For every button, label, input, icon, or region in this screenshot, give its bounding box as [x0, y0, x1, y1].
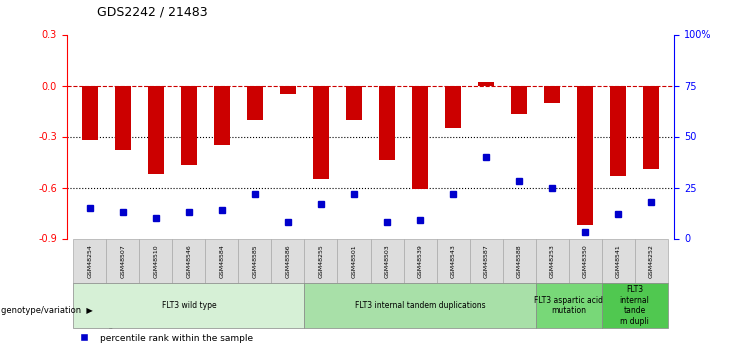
- Bar: [106, 238, 139, 283]
- Text: FLT3
internal
tande
m dupli: FLT3 internal tande m dupli: [619, 285, 650, 326]
- Bar: [635, 238, 668, 283]
- Bar: [536, 283, 602, 328]
- Text: GSM48510: GSM48510: [153, 244, 159, 278]
- Bar: [602, 238, 635, 283]
- Bar: [436, 238, 470, 283]
- Bar: [536, 238, 568, 283]
- Bar: [247, 86, 263, 119]
- Bar: [305, 238, 337, 283]
- Text: GSM48254: GSM48254: [87, 244, 93, 278]
- Text: GSM48586: GSM48586: [285, 244, 290, 278]
- Bar: [337, 238, 370, 283]
- Bar: [173, 238, 205, 283]
- Bar: [213, 86, 230, 145]
- Bar: [205, 238, 239, 283]
- Bar: [73, 238, 106, 283]
- Text: GDS2242 / 21483: GDS2242 / 21483: [97, 6, 207, 19]
- Text: GSM48546: GSM48546: [187, 244, 191, 278]
- Bar: [139, 238, 173, 283]
- Text: GSM48541: GSM48541: [616, 244, 621, 278]
- Bar: [239, 238, 271, 283]
- Text: genotype/variation  ▶: genotype/variation ▶: [1, 306, 93, 315]
- Text: GSM48539: GSM48539: [417, 244, 422, 278]
- Bar: [502, 238, 536, 283]
- Bar: [511, 86, 528, 115]
- Bar: [379, 86, 395, 160]
- Bar: [412, 86, 428, 189]
- Bar: [610, 86, 626, 176]
- Bar: [147, 86, 164, 174]
- Text: FLT3 aspartic acid
mutation: FLT3 aspartic acid mutation: [534, 296, 603, 315]
- Text: GSM48350: GSM48350: [582, 244, 588, 278]
- Bar: [602, 283, 668, 328]
- Bar: [643, 86, 659, 169]
- Bar: [478, 82, 494, 86]
- Legend: log10 ratio, percentile rank within the sample: log10 ratio, percentile rank within the …: [71, 316, 257, 345]
- Text: GSM48252: GSM48252: [648, 244, 654, 278]
- Bar: [470, 238, 502, 283]
- Text: GSM48584: GSM48584: [219, 244, 225, 278]
- Text: GSM48587: GSM48587: [484, 244, 488, 278]
- Bar: [271, 238, 305, 283]
- Bar: [305, 283, 536, 328]
- Bar: [370, 238, 404, 283]
- Bar: [313, 86, 329, 179]
- Bar: [346, 86, 362, 119]
- Bar: [544, 86, 560, 102]
- Text: GSM48588: GSM48588: [516, 244, 522, 278]
- Bar: [279, 86, 296, 94]
- Bar: [445, 86, 462, 128]
- Text: GSM48501: GSM48501: [351, 244, 356, 278]
- Text: GSM48253: GSM48253: [550, 244, 554, 278]
- Bar: [577, 86, 594, 225]
- Bar: [73, 283, 305, 328]
- Text: GSM48543: GSM48543: [451, 244, 456, 278]
- Bar: [82, 86, 98, 140]
- Bar: [115, 86, 131, 150]
- Text: FLT3 internal tandem duplications: FLT3 internal tandem duplications: [355, 301, 485, 310]
- Text: GSM48507: GSM48507: [120, 244, 125, 278]
- Text: GSM48503: GSM48503: [385, 244, 390, 278]
- Bar: [568, 238, 602, 283]
- Bar: [181, 86, 197, 165]
- Text: GSM48585: GSM48585: [253, 244, 257, 278]
- Text: GSM48255: GSM48255: [319, 244, 324, 278]
- Bar: [404, 238, 436, 283]
- Text: FLT3 wild type: FLT3 wild type: [162, 301, 216, 310]
